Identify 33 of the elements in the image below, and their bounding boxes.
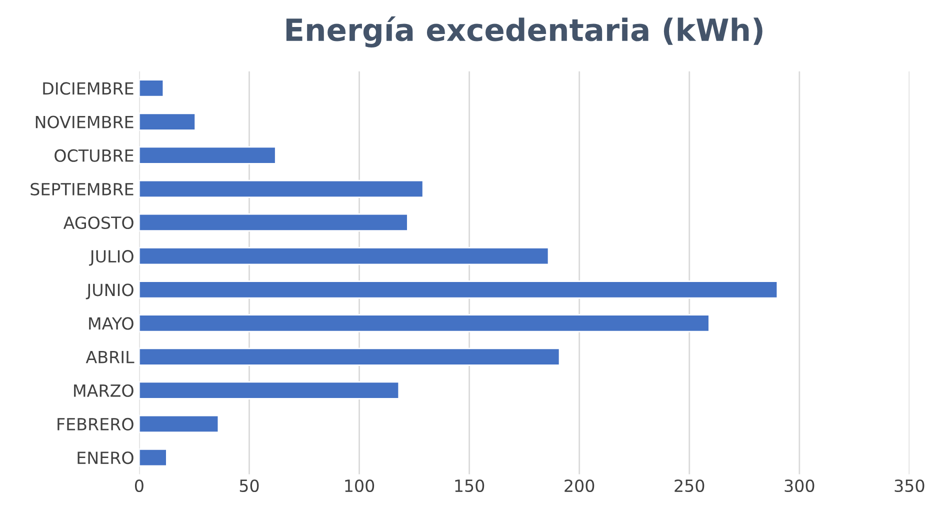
y-tick-label: MAYO — [89, 317, 134, 330]
y-tick-label: ABRIL — [86, 350, 134, 364]
x-tick-label: 50 — [240, 479, 259, 492]
y-tick-label: NOVIEMBRE — [36, 116, 134, 128]
bar — [139, 79, 164, 98]
y-tick-label: DICIEMBRE — [43, 82, 134, 95]
x-tick-label: 350 — [894, 479, 924, 492]
x-tick-label: 300 — [784, 479, 814, 492]
x-tick-label: 250 — [674, 479, 704, 492]
bar — [139, 381, 400, 400]
y-tick-label: JUNIO — [86, 284, 134, 300]
bar — [139, 314, 710, 332]
bar — [139, 280, 778, 299]
bar — [139, 112, 196, 131]
bar — [139, 448, 168, 467]
y-tick-label: JULIO — [89, 250, 134, 266]
chart-title: Energía excedentaria (kWh) — [286, 16, 762, 48]
y-tick-label: MARZO — [74, 384, 134, 397]
bar — [139, 180, 424, 198]
y-tick-label: AGOSTO — [63, 216, 134, 230]
bar — [139, 348, 560, 366]
x-tick-label: 200 — [564, 479, 594, 492]
x-tick-label: 0 — [134, 479, 144, 492]
bar — [139, 414, 220, 434]
bar — [139, 213, 408, 232]
y-tick-label: FEBRERO — [58, 418, 134, 431]
x-tick-label: 150 — [455, 479, 484, 492]
y-tick-label: OCTUBRE — [54, 149, 134, 162]
y-tick-label: SEPTIEMBRE — [30, 182, 134, 196]
x-tick-label: 100 — [345, 479, 374, 492]
y-tick-label: ENERO — [78, 451, 134, 464]
bar — [139, 246, 550, 266]
bar — [139, 146, 276, 164]
